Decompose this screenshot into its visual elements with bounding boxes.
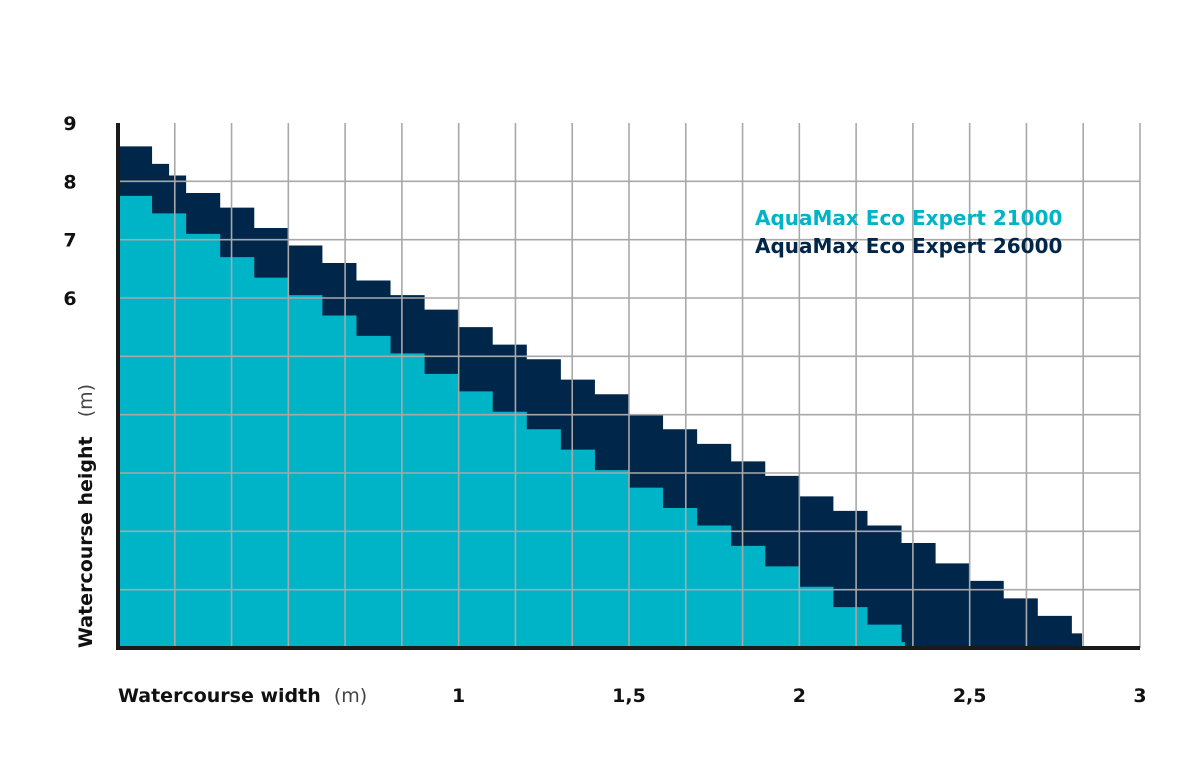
- series-layer: [118, 146, 1083, 649]
- y-tick-label: 9: [63, 113, 76, 135]
- legend-entry-26000: AquaMax Eco Expert 26000: [755, 234, 1062, 258]
- x-tick-label: 3: [1133, 685, 1146, 707]
- x-tick-label: 2,5: [953, 685, 987, 707]
- legend-entry-21000: AquaMax Eco Expert 21000: [755, 206, 1062, 230]
- series-area-1: [118, 195, 905, 648]
- axis-layer: [116, 123, 1140, 650]
- y-axis-title: Watercourse height (m): [75, 384, 97, 648]
- x-tick-label: 2: [793, 685, 806, 707]
- y-axis-unit: (m): [75, 384, 97, 417]
- x-tick-label: 1: [452, 685, 465, 707]
- y-axis-title-text: Watercourse height: [75, 436, 97, 648]
- y-tick-label: 7: [63, 230, 76, 252]
- x-tick-label: 1,5: [612, 685, 646, 707]
- legend: AquaMax Eco Expert 21000 AquaMax Eco Exp…: [755, 206, 1062, 258]
- axis-labels: Watercourse width (m) Watercourse height…: [63, 113, 1146, 707]
- x-axis-title: Watercourse width (m): [118, 685, 367, 707]
- y-tick-label: 8: [63, 171, 76, 193]
- y-tick-label: 6: [63, 288, 76, 310]
- x-axis-unit: (m): [334, 685, 367, 707]
- grid-layer: [118, 123, 1141, 648]
- x-axis-title-text: Watercourse width: [118, 685, 321, 707]
